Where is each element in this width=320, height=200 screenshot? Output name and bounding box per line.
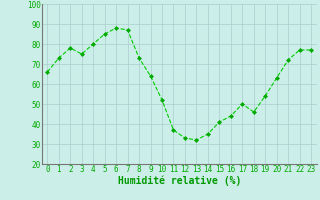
- X-axis label: Humidité relative (%): Humidité relative (%): [117, 175, 241, 186]
